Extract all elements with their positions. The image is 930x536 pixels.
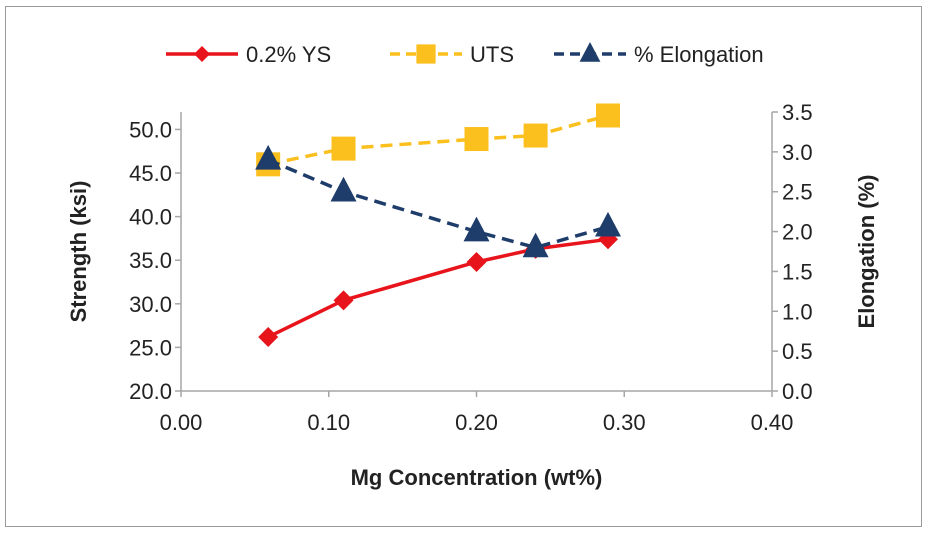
x-tick-label: 0.10 — [307, 410, 350, 435]
series-0 — [258, 229, 618, 347]
line-chart: 0.2% YS UTS% Elongation 0.00 0.10 0.20 0.30 0… — [66, 42, 879, 490]
series-line — [267, 113, 609, 167]
y-tick-label: 30.0 — [129, 292, 172, 317]
data-point — [464, 127, 489, 152]
legend-swatch-marker — [579, 42, 601, 62]
legend-label: % Elongation — [634, 42, 764, 67]
y2-axis-title: Elongation (%) — [854, 175, 879, 329]
y2-tick-label: 3.0 — [782, 140, 813, 165]
y2-tick-label: 1.0 — [782, 299, 813, 324]
data-point — [466, 251, 487, 272]
chart-frame: 0.2% YS UTS% Elongation 0.00 0.10 0.20 0.30 0… — [5, 6, 922, 527]
y-axis-title: Strength (ksi) — [66, 181, 91, 323]
y2-tick-label: 1.5 — [782, 259, 813, 284]
data-point — [594, 211, 621, 237]
legend: 0.2% YS UTS % Elongation — [166, 42, 764, 67]
y2-tick-label: 2.5 — [782, 180, 813, 205]
x-tick-label: 0.30 — [603, 410, 646, 435]
y2-tick-label: 0.0 — [782, 379, 813, 404]
x-tick-label: 0.20 — [455, 410, 498, 435]
data-point — [595, 103, 620, 128]
legend-swatch-marker — [194, 46, 210, 62]
y-tick-label: 35.0 — [129, 248, 172, 273]
y2-tick-label: 2.0 — [782, 220, 813, 245]
y-tick-label: 20.0 — [129, 379, 172, 404]
series-line — [267, 237, 609, 339]
y-tick-label: 40.0 — [129, 205, 172, 230]
legend-entry: UTS — [390, 42, 514, 67]
data-point — [330, 176, 357, 202]
y-tick-label: 45.0 — [129, 161, 172, 186]
axes: 0.00 0.10 0.20 0.30 0.40 20.0 25.0 30.0 35.0 40.0… — [129, 100, 812, 435]
legend-entry: % Elongation — [554, 42, 764, 67]
legend-label: 0.2% YS — [246, 42, 331, 67]
data-point — [258, 326, 279, 347]
data-point — [522, 232, 549, 258]
legend-swatch-marker — [416, 44, 436, 64]
x-tick-label: 0.00 — [160, 410, 203, 435]
series-2 — [255, 144, 621, 258]
data-point — [523, 123, 548, 148]
y-tick-label: 50.0 — [129, 117, 172, 142]
legend-label: UTS — [470, 42, 514, 67]
y2-tick-label: 3.5 — [782, 100, 813, 125]
y2-tick-label: 0.5 — [782, 339, 813, 364]
series-1 — [256, 103, 620, 177]
data-point — [255, 144, 282, 170]
x-tick-label: 0.40 — [751, 410, 794, 435]
data-point — [333, 290, 354, 311]
series-layer — [255, 103, 621, 347]
data-point — [463, 216, 490, 242]
legend-entry: 0.2% YS — [166, 42, 331, 67]
x-axis-title: Mg Concentration (wt%) — [351, 465, 603, 490]
series-line — [267, 158, 609, 250]
data-point — [331, 136, 356, 161]
y-tick-label: 25.0 — [129, 335, 172, 360]
